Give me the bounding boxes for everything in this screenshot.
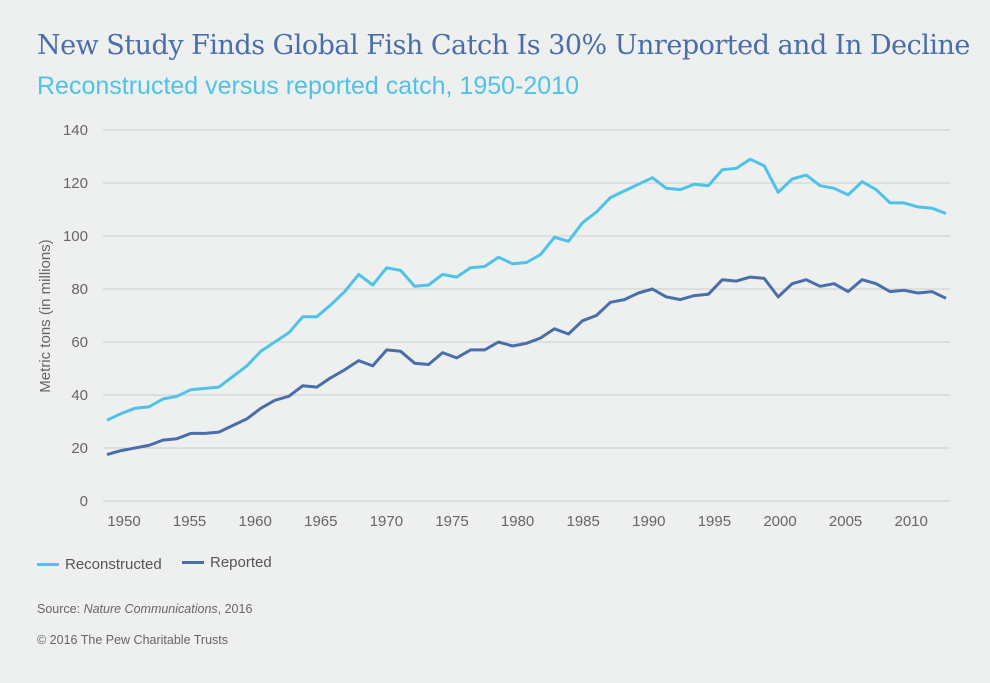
legend-reconstructed: Reconstructed — [37, 556, 162, 573]
x-tick-label: 1965 — [304, 513, 337, 530]
legend-reported: Reported — [182, 554, 272, 571]
x-tick-label: 1970 — [370, 513, 403, 530]
legend-swatch-reconstructed — [37, 563, 59, 566]
y-tick-label: 0 — [80, 493, 88, 510]
y-tick-label: 140 — [63, 122, 88, 139]
x-tick-label: 1995 — [698, 513, 731, 530]
x-tick-label: 1980 — [501, 513, 534, 530]
x-tick-label: 1950 — [107, 513, 140, 530]
y-tick-label: 80 — [71, 281, 88, 298]
x-tick-label: 1985 — [567, 513, 600, 530]
x-tick-label: 2005 — [829, 513, 862, 530]
legend-swatch-reported — [182, 561, 204, 564]
x-tick-label: 2010 — [895, 513, 928, 530]
y-axis-label: Metric tons (in millions) — [37, 239, 54, 392]
x-tick-label: 1955 — [173, 513, 206, 530]
y-tick-label: 100 — [63, 228, 88, 245]
x-tick-label: 1990 — [632, 513, 665, 530]
source-label: Source: — [37, 602, 84, 616]
series-line-reported — [106, 275, 947, 457]
source-note: Source: Nature Communications, 2016 — [37, 602, 252, 616]
series-line-reconstructed — [106, 157, 947, 422]
y-tick-label: 20 — [71, 440, 88, 457]
y-tick-label: 120 — [63, 175, 88, 192]
legend-label: Reported — [210, 554, 272, 571]
x-tick-label: 2000 — [763, 513, 796, 530]
y-tick-label: 40 — [71, 387, 88, 404]
chart-subtitle: Reconstructed versus reported catch, 195… — [37, 72, 579, 100]
x-tick-label: 1975 — [435, 513, 468, 530]
copyright: © 2016 The Pew Charitable Trusts — [37, 633, 229, 647]
source-publication: Nature Communications — [83, 602, 218, 616]
x-tick-label: 1960 — [239, 513, 272, 530]
legend-label: Reconstructed — [65, 556, 162, 573]
y-tick-label: 60 — [71, 334, 88, 351]
source-year: , 2016 — [217, 602, 253, 616]
chart-title: New Study Finds Global Fish Catch Is 30%… — [37, 30, 970, 61]
